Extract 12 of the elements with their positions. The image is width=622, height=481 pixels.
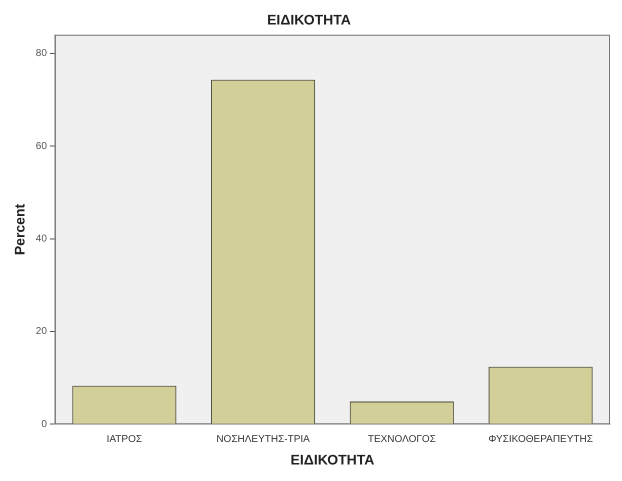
x-tick-label: ΦΥΣΙΚΟΘΕΡΑΠΕΥΤΗΣ — [488, 434, 593, 445]
x-axis-title: ΕΙΔΙΚΟΤΗΤΑ — [290, 451, 374, 468]
chart-title: ΕΙΔΙΚΟΤΗΤΑ — [267, 11, 351, 28]
x-tick-label: ΤΕΧΝΟΛΟΓΟΣ — [368, 434, 436, 445]
x-tick-label: ΝΟΣΗΛΕΥΤΗΣ-ΤΡΙΑ — [216, 434, 310, 445]
x-tick-label: ΙΑΤΡΟΣ — [106, 434, 142, 445]
y-tick-label: 60 — [36, 140, 48, 152]
y-tick-label: 80 — [36, 48, 48, 60]
y-tick-label: 0 — [41, 418, 48, 430]
y-tick-label: 20 — [36, 326, 48, 338]
y-tick-label: 40 — [36, 234, 48, 245]
y-axis-title: Percent — [11, 203, 28, 256]
